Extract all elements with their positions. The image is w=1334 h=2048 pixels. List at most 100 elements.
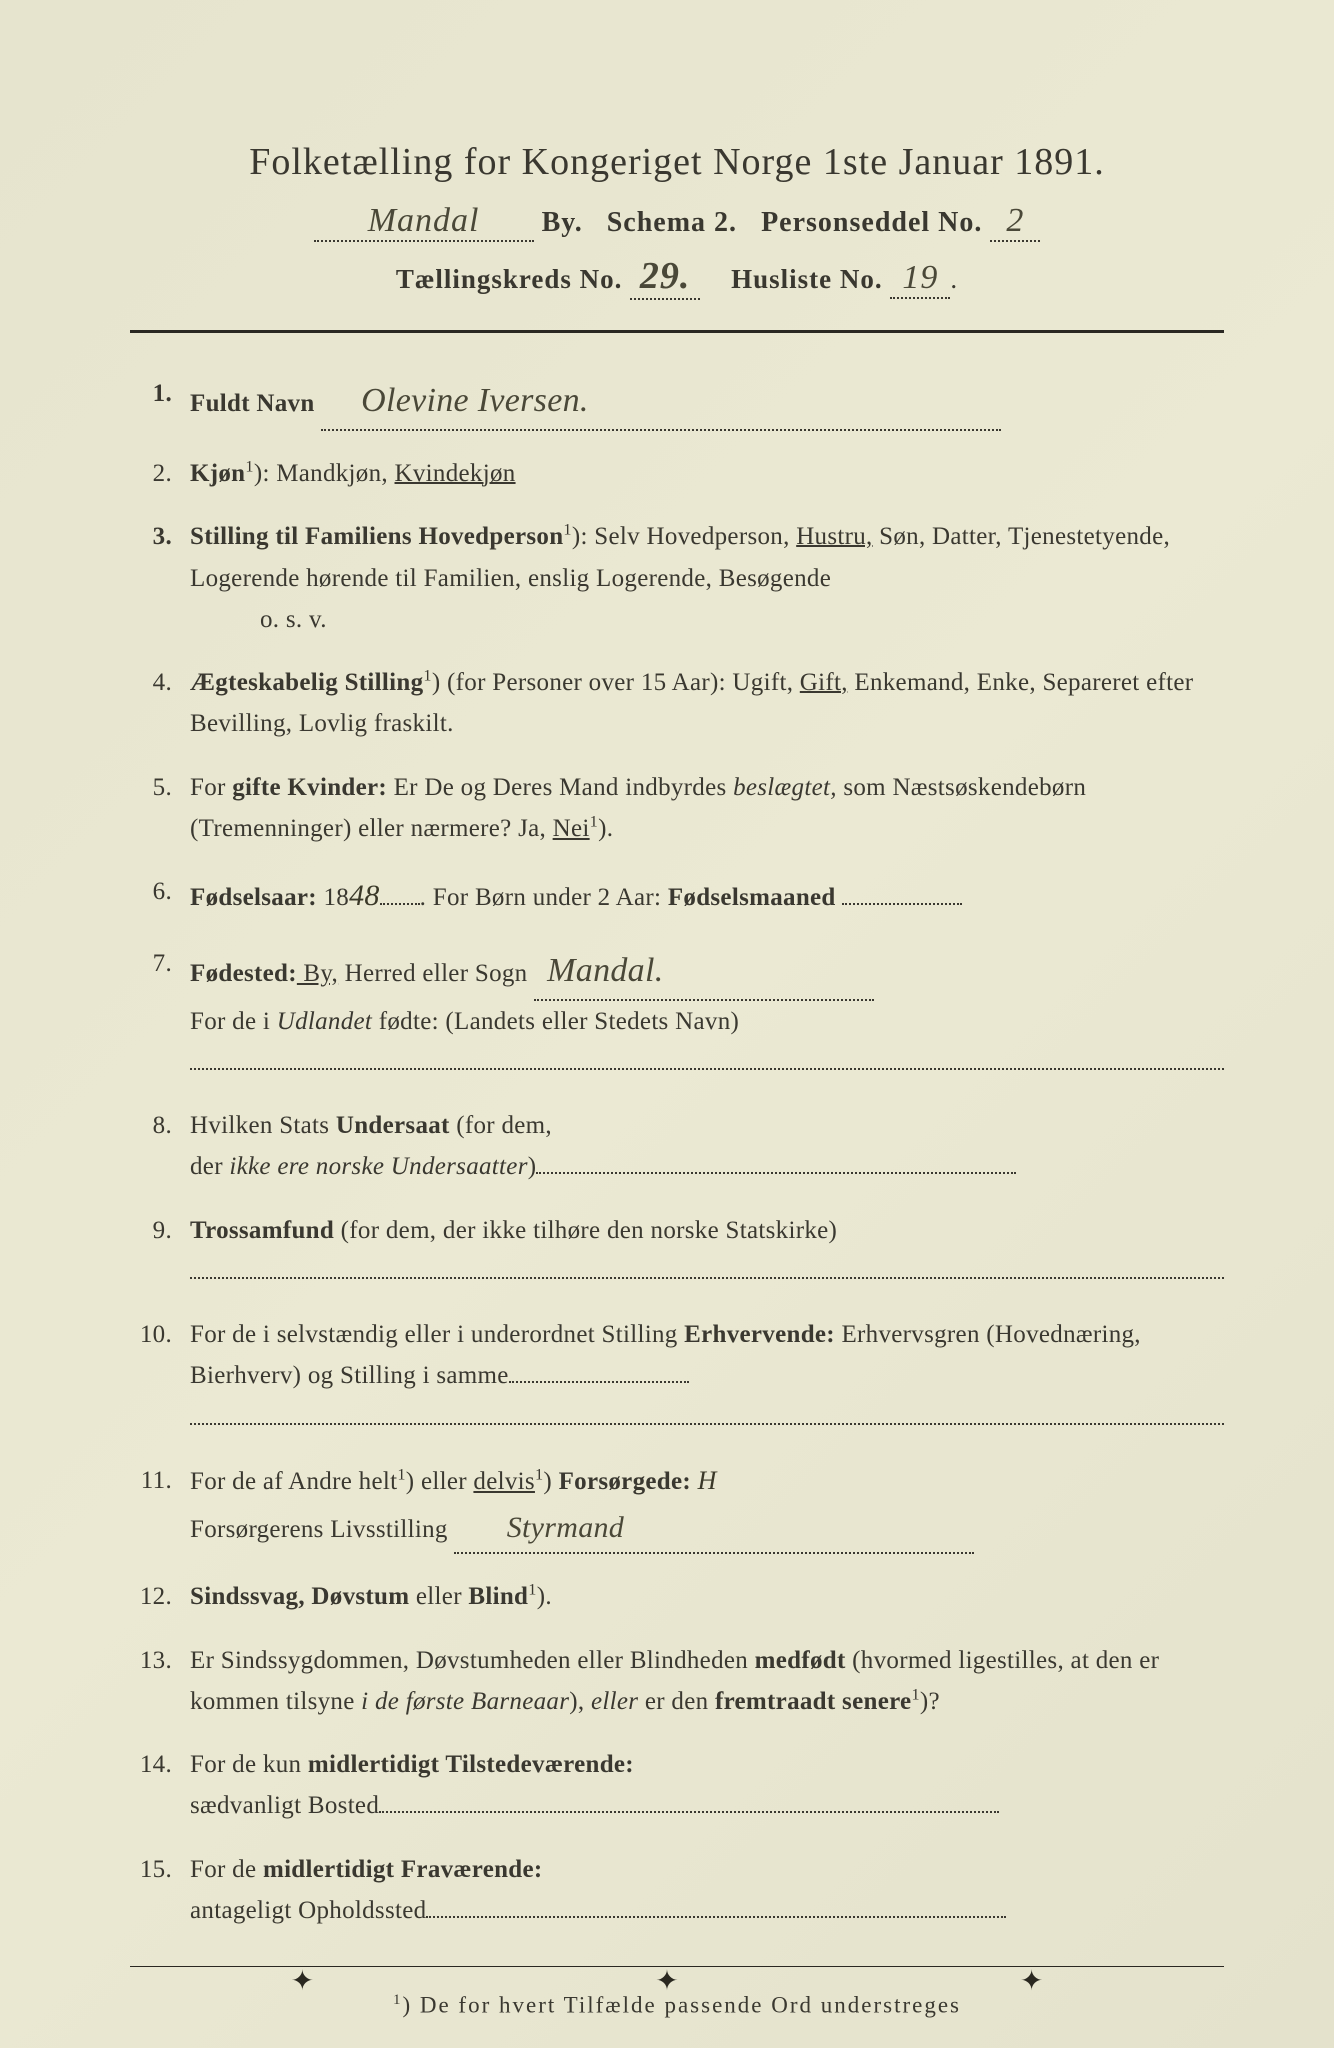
q3-hustru: Hustru,: [796, 523, 872, 550]
q6-label: Fødselsaar:: [190, 884, 317, 911]
q7-t2: For de i: [190, 1008, 277, 1035]
divider-top: [130, 330, 1224, 333]
q5-ital: beslægtet,: [733, 774, 837, 801]
question-15: 15. For de midlertidigt Fraværende: anta…: [130, 1849, 1224, 1932]
q1-label: Fuldt Navn: [190, 390, 315, 417]
kreds-no-value: 29.: [640, 254, 691, 298]
q8-bold: Undersaat: [336, 1112, 450, 1139]
num-12: 12.: [130, 1576, 190, 1617]
num-9: 9.: [130, 1210, 190, 1293]
schema-label: Schema 2.: [607, 207, 737, 238]
num-13: 13.: [130, 1640, 190, 1723]
num-6: 6.: [130, 871, 190, 921]
q5-for: For: [190, 774, 232, 801]
question-11: 11. For de af Andre helt1) eller delvis1…: [130, 1460, 1224, 1554]
question-7: 7. Fødested: By, Herred eller Sogn Manda…: [130, 943, 1224, 1084]
q12-text: eller: [409, 1583, 468, 1610]
q7-by: By,: [297, 960, 338, 987]
q5-nei: Nei: [553, 815, 590, 842]
q8-t1: Hvilken Stats: [190, 1112, 336, 1139]
q13-b2: fremtraadt senere: [715, 1688, 911, 1715]
q5-sup: ).: [598, 815, 613, 842]
q9-text: (for dem, der ikke tilhøre den norske St…: [334, 1217, 837, 1244]
census-form-page: Folketælling for Kongeriget Norge 1ste J…: [0, 0, 1334, 2048]
question-1: 1. Fuldt Navn Olevine Iversen.: [130, 373, 1224, 431]
personseddel-label: Personseddel No.: [761, 207, 982, 238]
q3-t1: ): Selv Hovedperson,: [572, 523, 796, 550]
q15-t1: For de: [190, 1856, 263, 1883]
question-2: 2. Kjøn1): Mandkjøn, Kvindekjøn: [130, 453, 1224, 494]
q3-label: Stilling til Familiens Hovedperson: [190, 523, 563, 550]
q11-t4: Forsørgerens Livsstilling: [190, 1516, 448, 1543]
q13-t4: er den: [638, 1688, 715, 1715]
questions-list: 1. Fuldt Navn Olevine Iversen. 2. Kjøn1)…: [130, 373, 1224, 1931]
header-line-1: Mandal By. Schema 2. Personseddel No. 2: [130, 202, 1224, 242]
q5-t1: Er De og Deres Mand indbyrdes: [387, 774, 733, 801]
q12-sup: ).: [537, 1583, 552, 1610]
question-8: 8. Hvilken Stats Undersaat (for dem, der…: [130, 1105, 1224, 1188]
question-12: 12. Sindssvag, Døvstum eller Blind1).: [130, 1576, 1224, 1617]
q8-t2: (for dem,: [450, 1112, 552, 1139]
q13-t1: Er Sindssygdommen, Døvstumheden eller Bl…: [190, 1647, 755, 1674]
q8-t4: ): [528, 1153, 537, 1180]
q6-year: 48: [349, 879, 380, 912]
header-line-2: Tællingskreds No. 29. Husliste No. 19.: [130, 254, 1224, 300]
q2-kvindekjon: Kvindekjøn: [395, 460, 516, 487]
question-5: 5. For gifte Kvinder: Er De og Deres Man…: [130, 767, 1224, 850]
q6-prefix: 18: [317, 884, 349, 911]
q6-bold2: Fødselsmaaned: [668, 884, 836, 911]
binding-marks: ✦ ✦ ✦: [0, 1964, 1334, 1998]
q7-value: Mandal.: [547, 943, 663, 999]
num-3: 3.: [130, 516, 190, 640]
num-5: 5.: [130, 767, 190, 850]
q13-sup: )?: [920, 1688, 940, 1715]
q11-scribble-icon: H: [698, 1466, 717, 1495]
q14-t1: For de kun: [190, 1751, 308, 1778]
city-value: Mandal: [368, 202, 480, 240]
q4-t1: ) (for Personer over 15 Aar): Ugift,: [432, 669, 800, 696]
q11-value: Styrmand: [507, 1503, 624, 1553]
q15-t2: antageligt Opholdssted: [190, 1897, 426, 1924]
q2-label: Kjøn: [190, 460, 245, 487]
q8-t3: der: [190, 1153, 229, 1180]
q3-osv: o. s. v.: [190, 599, 1224, 640]
q5-bold: gifte Kvinder:: [232, 774, 387, 801]
num-2: 2.: [130, 453, 190, 494]
q11-t2: ) eller: [406, 1468, 474, 1495]
mark-icon: ✦: [1020, 1964, 1043, 1998]
q11-bold: Forsørgede:: [559, 1468, 691, 1495]
mark-icon: ✦: [655, 1964, 678, 1998]
mark-icon: ✦: [291, 1964, 314, 1998]
q10-t1: For de i selvstændig eller i underordnet…: [190, 1321, 684, 1348]
num-1: 1.: [130, 373, 190, 431]
q11-t3: ): [543, 1468, 558, 1495]
num-8: 8.: [130, 1105, 190, 1188]
q6-text: . For Børn under 2 Aar:: [420, 884, 668, 911]
question-3: 3. Stilling til Familiens Hovedperson1):…: [130, 516, 1224, 640]
q14-bold: midlertidigt Tilstedeværende:: [308, 1751, 634, 1778]
q10-bold: Erhvervende:: [684, 1321, 835, 1348]
q2-text: ): Mandkjøn,: [254, 460, 395, 487]
q11-delvis: delvis: [473, 1468, 535, 1495]
q4-label: Ægteskabelig Stilling: [190, 669, 423, 696]
form-header: Folketælling for Kongeriget Norge 1ste J…: [130, 140, 1224, 300]
num-4: 4.: [130, 662, 190, 745]
q15-bold: midlertidigt Fraværende:: [263, 1856, 543, 1883]
main-title: Folketælling for Kongeriget Norge 1ste J…: [130, 140, 1224, 184]
q13-i2: eller: [591, 1688, 638, 1715]
num-11: 11.: [130, 1460, 190, 1554]
question-13: 13. Er Sindssygdommen, Døvstumheden elle…: [130, 1640, 1224, 1723]
q13-b1: medfødt: [755, 1647, 846, 1674]
q11-t1: For de af Andre helt: [190, 1468, 397, 1495]
question-9: 9. Trossamfund (for dem, der ikke tilhør…: [130, 1210, 1224, 1293]
q9-bold: Trossamfund: [190, 1217, 334, 1244]
q13-t3: ),: [569, 1688, 591, 1715]
q7-ital: Udlandet: [277, 1008, 372, 1035]
q7-label: Fødested:: [190, 960, 297, 987]
num-15: 15.: [130, 1849, 190, 1932]
question-6: 6. Fødselsaar: 1848 . For Børn under 2 Aa…: [130, 871, 1224, 921]
husliste-no-value: 19: [902, 259, 938, 297]
question-4: 4. Ægteskabelig Stilling1) (for Personer…: [130, 662, 1224, 745]
q4-gift: Gift,: [800, 669, 848, 696]
kreds-label: Tællingskreds No.: [396, 264, 623, 294]
